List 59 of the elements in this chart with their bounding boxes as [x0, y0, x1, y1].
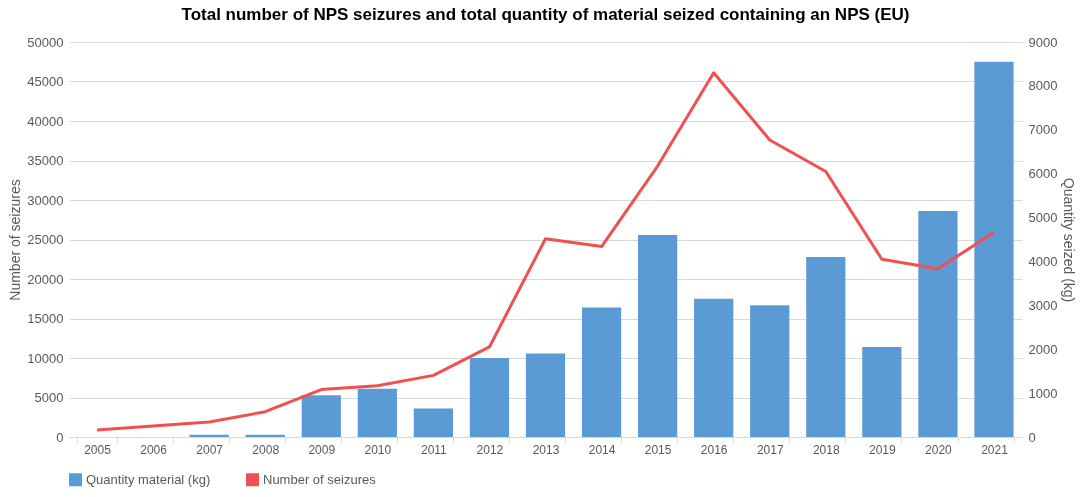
x-tick-label: 2007: [196, 442, 224, 457]
legend-label: Quantity material (kg): [86, 471, 211, 487]
y2-tick-label: 5000: [1028, 210, 1058, 226]
bar: [918, 210, 958, 437]
y2-tick-label: 0: [1028, 429, 1036, 445]
y-tick-label: 40000: [27, 113, 64, 129]
x-tick-label: 2014: [588, 442, 616, 457]
y-tick-label: 50000: [27, 34, 64, 50]
chart-title: Total number of NPS seizures and total quantity of material seized containing an NPS (EU): [181, 5, 910, 24]
bar: [638, 235, 678, 437]
y2-tick-label: 2000: [1028, 341, 1058, 357]
x-tick-label: 2011: [420, 442, 448, 457]
y-tick-label: 0: [56, 429, 64, 445]
y-tick-label: 15000: [27, 311, 64, 326]
bar: [469, 358, 510, 437]
y2-tick-label: 3000: [1028, 297, 1058, 313]
y2-tick-label: 1000: [1028, 385, 1058, 401]
bar: [245, 434, 285, 437]
x-tick-label: 2010: [364, 442, 392, 457]
x-tick-label: 2006: [140, 442, 168, 457]
x-tick-label: 2016: [700, 442, 728, 457]
y2-tick-label: 6000: [1028, 166, 1058, 182]
y-tick-label: 20000: [27, 271, 64, 287]
x-tick-label: 2008: [252, 442, 280, 457]
y-tick-label: 45000: [27, 74, 64, 89]
bar: [525, 353, 566, 437]
y2-tick-label: 7000: [1028, 122, 1058, 138]
y-axis-title: Number of seizures: [7, 179, 24, 301]
x-tick-label: 2015: [644, 442, 672, 457]
x-tick-label: 2012: [476, 442, 504, 457]
y2-tick-label: 4000: [1028, 253, 1058, 269]
bar: [974, 61, 1014, 437]
y-tick-label: 10000: [27, 350, 64, 366]
x-tick-label: 2005: [84, 442, 112, 457]
bar: [189, 434, 229, 437]
y-tick-label: 35000: [27, 153, 64, 168]
bar: [806, 257, 846, 437]
y2-tick-label: 8000: [1028, 78, 1058, 94]
bar: [750, 305, 790, 437]
x-tick-label: 2021: [981, 442, 1009, 457]
x-tick-label: 2013: [532, 442, 560, 457]
y2-axis-title: Quantity seized (kg): [1061, 177, 1078, 303]
y-tick-label: 30000: [27, 192, 64, 208]
bar: [357, 388, 397, 437]
bar: [862, 347, 902, 437]
y2-tick-label: 9000: [1028, 34, 1058, 50]
x-tick-label: 2018: [812, 442, 840, 457]
x-tick-label: 2017: [756, 442, 784, 457]
x-tick-label: 2019: [869, 442, 897, 457]
bar: [694, 298, 734, 437]
legend-label: Number of seizures: [263, 471, 377, 487]
bar: [581, 307, 622, 437]
x-tick-label: 2009: [308, 442, 336, 457]
y-tick-label: 5000: [34, 390, 64, 405]
line-series: [95, 71, 996, 432]
y-tick-label: 25000: [27, 232, 64, 247]
bar: [413, 408, 453, 437]
bar: [301, 395, 341, 437]
x-tick-label: 2020: [925, 442, 953, 457]
